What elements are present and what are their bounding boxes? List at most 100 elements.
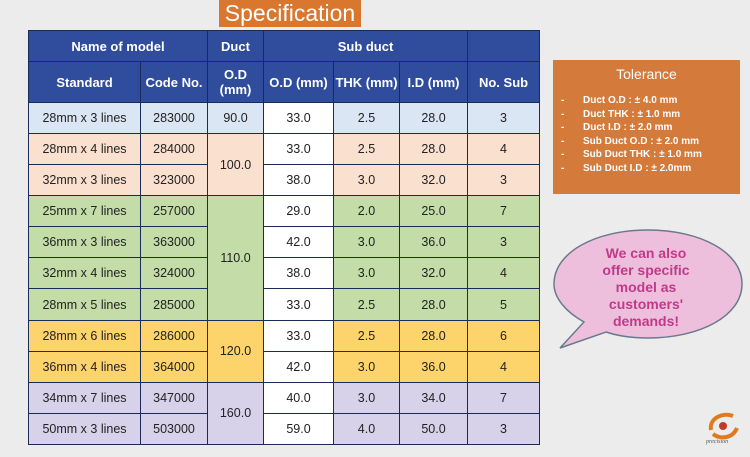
standard-cell: 32mm x 3 lines <box>28 164 141 197</box>
standard-cell: 25mm x 7 lines <box>28 195 141 228</box>
header-sub-duct: Sub duct <box>262 30 469 62</box>
sub-od-cell: 33.0 <box>263 133 334 166</box>
id-cell: 25.0 <box>398 195 469 228</box>
table-row: 28mm x 3 lines 283000 90.0 33.0 2.5 28.0… <box>28 101 541 135</box>
no-sub-cell: 6 <box>467 319 541 352</box>
sub-od-cell: 59.0 <box>263 412 334 446</box>
no-sub-cell: 4 <box>467 350 541 383</box>
duct-od-cell: 100.0 <box>207 133 264 197</box>
no-sub-cell: 4 <box>467 133 541 166</box>
table-row: 28mm x 5 lines 285000 33.0 2.5 28.0 5 <box>28 288 541 321</box>
thk-cell: 3.0 <box>333 257 400 290</box>
sub-od-cell: 42.0 <box>263 226 334 259</box>
callout-text: We can also offer specific model as cust… <box>602 245 690 329</box>
sub-od-cell: 29.0 <box>263 195 334 228</box>
code-cell: 364000 <box>140 350 208 383</box>
no-sub-cell: 5 <box>467 288 541 321</box>
code-cell: 286000 <box>140 319 208 352</box>
standard-cell: 28mm x 3 lines <box>28 101 141 135</box>
thk-cell: 2.5 <box>333 288 400 321</box>
header-no-sub: No. Sub <box>467 61 541 103</box>
thk-cell: 3.0 <box>333 381 400 414</box>
list-item: - Sub Duct I.D : ± 2.0mm <box>561 162 692 174</box>
dash-bullet: - <box>561 108 565 120</box>
tolerance-box: Tolerance - Duct O.D : ± 4.0 mm - Duct THK… <box>553 60 740 194</box>
speech-bubble <box>553 229 743 349</box>
sub-od-cell: 33.0 <box>263 288 334 321</box>
code-cell: 257000 <box>140 195 208 228</box>
header-sub-od: O.D (mm) <box>263 61 334 103</box>
thk-cell: 2.0 <box>333 195 400 228</box>
header-blank <box>467 30 541 62</box>
dash-bullet: - <box>561 162 565 174</box>
header-name-of-model: Name of model <box>28 30 208 62</box>
list-item: - Duct I.D : ± 2.0 mm <box>561 122 673 133</box>
list-item: - Sub Duct THK : ± 1.0 mm <box>561 149 702 160</box>
specification-table: Name of model Duct Sub duct Standard Cod… <box>28 30 541 446</box>
sub-od-cell: 33.0 <box>263 319 334 352</box>
table-row: 28mm x 4 lines 284000 100.0 33.0 2.5 28.… <box>28 133 541 197</box>
logo-text: precision <box>706 439 729 445</box>
header-standard: Standard <box>28 61 141 103</box>
no-sub-cell: 3 <box>467 226 541 259</box>
code-cell: 323000 <box>140 164 208 197</box>
thk-cell: 2.5 <box>333 133 400 166</box>
standard-cell: 28mm x 5 lines <box>28 288 141 321</box>
id-cell: 28.0 <box>398 101 469 135</box>
page-title: Specification <box>219 0 361 27</box>
standard-cell: 36mm x 3 lines <box>28 226 141 259</box>
thk-cell: 3.0 <box>333 164 400 197</box>
standard-cell: 28mm x 4 lines <box>28 133 141 166</box>
table-row: 25mm x 7 lines 257000 110.0 29.0 2.0 25.… <box>28 195 541 321</box>
code-cell: 363000 <box>140 226 208 259</box>
code-cell: 284000 <box>140 133 208 166</box>
code-cell: 283000 <box>140 101 208 135</box>
thk-cell: 3.0 <box>333 350 400 383</box>
table-row: 32mm x 3 lines 323000 38.0 3.0 32.0 3 <box>28 164 541 197</box>
sub-od-cell: 38.0 <box>263 164 334 197</box>
duct-od-cell: 160.0 <box>207 381 264 446</box>
sub-od-cell: 42.0 <box>263 350 334 383</box>
no-sub-cell: 4 <box>467 257 541 290</box>
table-row: 28mm x 6 lines 286000 120.0 33.0 2.5 28.… <box>28 319 541 383</box>
id-cell: 28.0 <box>398 288 469 321</box>
sub-od-cell: 40.0 <box>263 381 334 414</box>
no-sub-cell: 3 <box>467 412 541 446</box>
tolerance-title: Tolerance <box>616 66 677 82</box>
id-cell: 28.0 <box>398 319 469 352</box>
standard-cell: 32mm x 4 lines <box>28 257 141 290</box>
id-cell: 28.0 <box>398 133 469 166</box>
id-cell: 32.0 <box>398 257 469 290</box>
table-row: 50mm x 3 lines 503000 59.0 4.0 50.0 3 <box>28 412 541 446</box>
tolerance-list: - Duct O.D : ± 4.0 mm - Duct THK : ± 1.0 m… <box>561 94 740 175</box>
standard-cell: 34mm x 7 lines <box>28 381 141 414</box>
duct-od-cell: 110.0 <box>207 195 264 321</box>
dash-bullet: - <box>561 95 565 106</box>
id-cell: 36.0 <box>398 350 469 383</box>
thk-cell: 4.0 <box>333 412 400 446</box>
table-row: 36mm x 3 lines 363000 42.0 3.0 36.0 3 <box>28 226 541 259</box>
list-item: - Duct O.D : ± 4.0 mm <box>561 95 678 106</box>
id-cell: 36.0 <box>398 226 469 259</box>
duct-od-cell: 90.0 <box>207 101 264 135</box>
header-code-no: Code No. <box>140 61 208 103</box>
thk-cell: 2.5 <box>333 101 400 135</box>
code-cell: 347000 <box>140 381 208 414</box>
id-cell: 34.0 <box>398 381 469 414</box>
table-row: 36mm x 4 lines 364000 42.0 3.0 36.0 4 <box>28 350 541 383</box>
table-row: 32mm x 4 lines 324000 38.0 3.0 32.0 4 <box>28 257 541 290</box>
standard-cell: 36mm x 4 lines <box>28 350 141 383</box>
precision-logo-icon <box>708 412 739 440</box>
header-id: I.D (mm) <box>398 61 469 103</box>
standard-cell: 50mm x 3 lines <box>28 412 141 446</box>
header-duct: Duct <box>207 30 264 62</box>
duct-od-cell: 120.0 <box>207 319 264 383</box>
list-item: - Sub Duct O.D : ± 2.0 mm <box>561 135 700 147</box>
thk-cell: 2.5 <box>333 319 400 352</box>
list-item: - Duct THK : ± 1.0 mm <box>561 108 681 120</box>
header-duct-od: O.D (mm) <box>207 61 264 103</box>
id-cell: 32.0 <box>398 164 469 197</box>
no-sub-cell: 3 <box>467 101 541 135</box>
thk-cell: 3.0 <box>333 226 400 259</box>
code-cell: 285000 <box>140 288 208 321</box>
